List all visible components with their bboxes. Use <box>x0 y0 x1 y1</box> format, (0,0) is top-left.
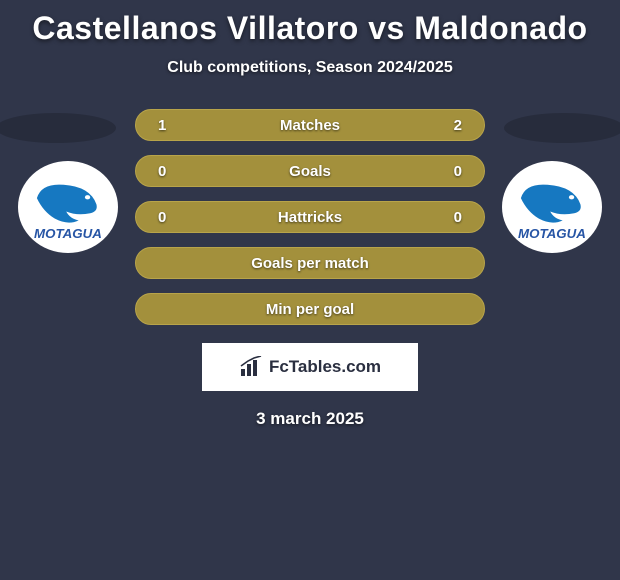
stat-value-right: 0 <box>442 209 462 226</box>
stat-label: Goals per match <box>178 255 442 272</box>
stat-value-right: 0 <box>442 163 462 180</box>
comparison-area: MOTAGUA MOTAGUA 1 Matches 2 0 Goals 0 0 <box>0 105 620 325</box>
infographic-root: Castellanos Villatoro vs Maldonado Club … <box>0 0 620 429</box>
club-logo-left: MOTAGUA <box>18 161 118 253</box>
player-shadow-right <box>504 113 620 143</box>
stat-row: 1 Matches 2 <box>135 109 485 141</box>
stat-value-left: 0 <box>158 163 178 180</box>
club-logo-right: MOTAGUA <box>502 161 602 253</box>
stat-row: 0 Hattricks 0 <box>135 201 485 233</box>
stat-value-right: 2 <box>442 117 462 134</box>
brand-box: FcTables.com <box>202 343 418 391</box>
bar-chart-icon <box>239 356 263 378</box>
stat-label: Hattricks <box>178 209 442 226</box>
stat-label: Min per goal <box>178 301 442 318</box>
stat-value-left: 1 <box>158 117 178 134</box>
player-shadow-left <box>0 113 116 143</box>
stat-row: Goals per match <box>135 247 485 279</box>
stat-label: Matches <box>178 117 442 134</box>
stat-value-left: 0 <box>158 209 178 226</box>
svg-text:MOTAGUA: MOTAGUA <box>34 226 102 241</box>
stat-row: 0 Goals 0 <box>135 155 485 187</box>
stats-column: 1 Matches 2 0 Goals 0 0 Hattricks 0 Goal… <box>135 109 485 325</box>
brand-text: FcTables.com <box>269 357 381 377</box>
stat-row: Min per goal <box>135 293 485 325</box>
subtitle: Club competitions, Season 2024/2025 <box>0 59 620 77</box>
motagua-badge-icon: MOTAGUA <box>507 167 597 247</box>
date-label: 3 march 2025 <box>0 409 620 429</box>
stat-label: Goals <box>178 163 442 180</box>
motagua-badge-icon: MOTAGUA <box>23 167 113 247</box>
page-title: Castellanos Villatoro vs Maldonado <box>0 10 620 47</box>
svg-text:MOTAGUA: MOTAGUA <box>518 226 586 241</box>
